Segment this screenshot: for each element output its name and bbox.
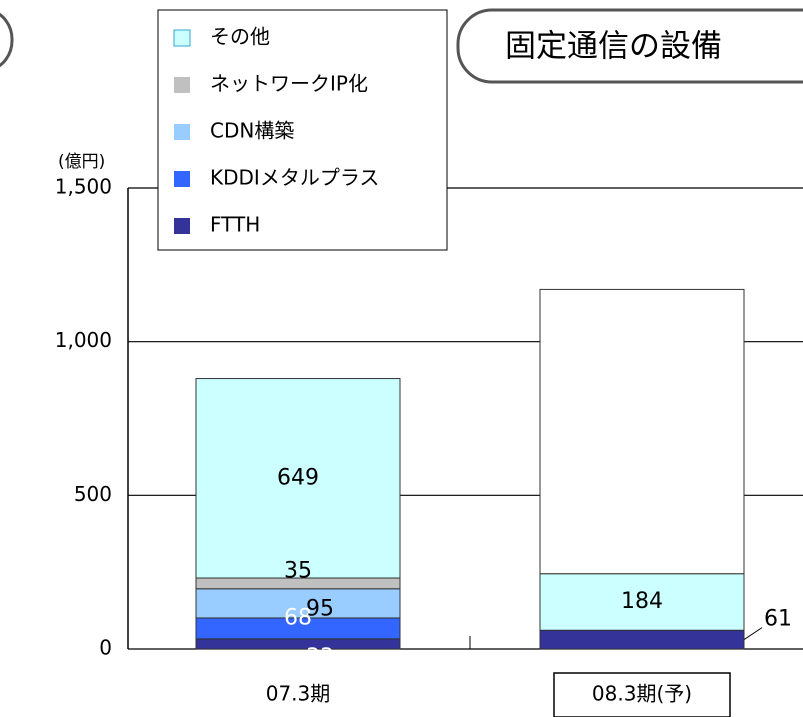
x-tick-label: 07.3期 [266, 682, 331, 706]
legend-swatch [174, 218, 190, 234]
value-label: 33 [306, 645, 334, 670]
legend-label: CDN構築 [210, 119, 294, 143]
x-tick-label: 08.3期(予) [592, 682, 692, 706]
y-tick-label: 1,000 [55, 328, 112, 352]
value-label: 61 [764, 607, 792, 632]
chart-title: 固定通信の設備 [505, 29, 722, 65]
bar-segment [539, 288, 745, 575]
y-tick-label: 1,500 [55, 175, 112, 199]
title-box [456, 8, 803, 84]
bar-segment [195, 378, 401, 579]
legend-label: ネットワークIP化 [210, 72, 368, 96]
y-tick-label: 500 [74, 482, 112, 506]
value-label: 649 [277, 465, 319, 490]
legend-swatch [174, 77, 190, 93]
value-label: 95 [306, 596, 334, 621]
legend-label: その他 [210, 25, 270, 49]
legend-swatch [174, 171, 190, 187]
bars [195, 288, 745, 650]
bar-segment [195, 638, 401, 650]
legend-swatch [173, 29, 191, 47]
leader-line [743, 627, 763, 641]
legend-label: KDDIメタルプラス [210, 166, 379, 190]
left-box [0, 12, 14, 68]
value-label: 184 [621, 589, 663, 614]
y-tick-label: 0 [99, 636, 112, 660]
legend [157, 9, 448, 251]
value-label: 68 [284, 605, 312, 630]
legend-swatch [174, 124, 190, 140]
category-box [553, 672, 731, 717]
legend-label: FTTH [210, 213, 260, 237]
bar-segment [539, 629, 745, 650]
bar-segment [539, 573, 745, 631]
value-label: 35 [284, 558, 312, 583]
y-unit: (億円) [58, 152, 105, 172]
